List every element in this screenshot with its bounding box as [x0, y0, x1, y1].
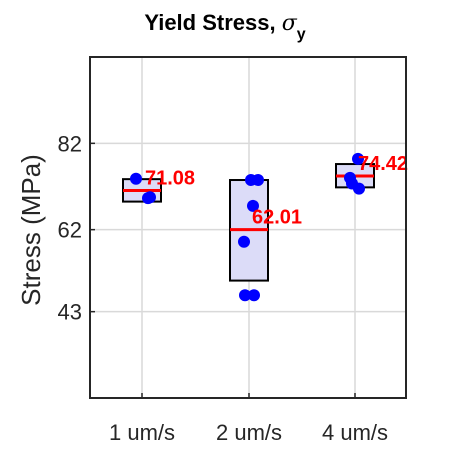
- chart-title-text: Yield Stress,: [144, 10, 281, 35]
- x-tick-label: 4 um/s: [322, 420, 388, 445]
- median-label-3: 74.42: [358, 153, 408, 175]
- median-label-2: 62.01: [252, 207, 302, 229]
- y-tick-label: 62: [58, 218, 82, 243]
- tick-layer: 43 62 82 1 um/s 2 um/s 4 um/s: [58, 131, 389, 445]
- chart-title: Yield Stress, σy: [144, 10, 305, 43]
- chart-title-symbol: σ: [282, 11, 298, 36]
- y-axis-label: Stress (MPa): [16, 154, 46, 306]
- chart-title-subscript: y: [297, 26, 306, 43]
- x-tick-label: 1 um/s: [109, 420, 175, 445]
- data-point: [247, 199, 259, 212]
- data-point: [142, 192, 154, 205]
- data-point: [239, 289, 251, 302]
- data-point: [353, 182, 365, 195]
- data-point: [130, 172, 142, 185]
- plot-area-frame: [89, 56, 407, 399]
- x-tick-label: 2 um/s: [216, 420, 282, 445]
- median-label-1: 71.08: [145, 167, 195, 189]
- data-point: [248, 289, 260, 302]
- data-point: [252, 174, 264, 187]
- data-point: [238, 235, 250, 248]
- y-tick-label: 82: [58, 131, 82, 156]
- y-tick-label: 43: [58, 300, 82, 325]
- box-layer: 71.08 62.01 74.42: [122, 152, 408, 302]
- data-point: [352, 152, 364, 165]
